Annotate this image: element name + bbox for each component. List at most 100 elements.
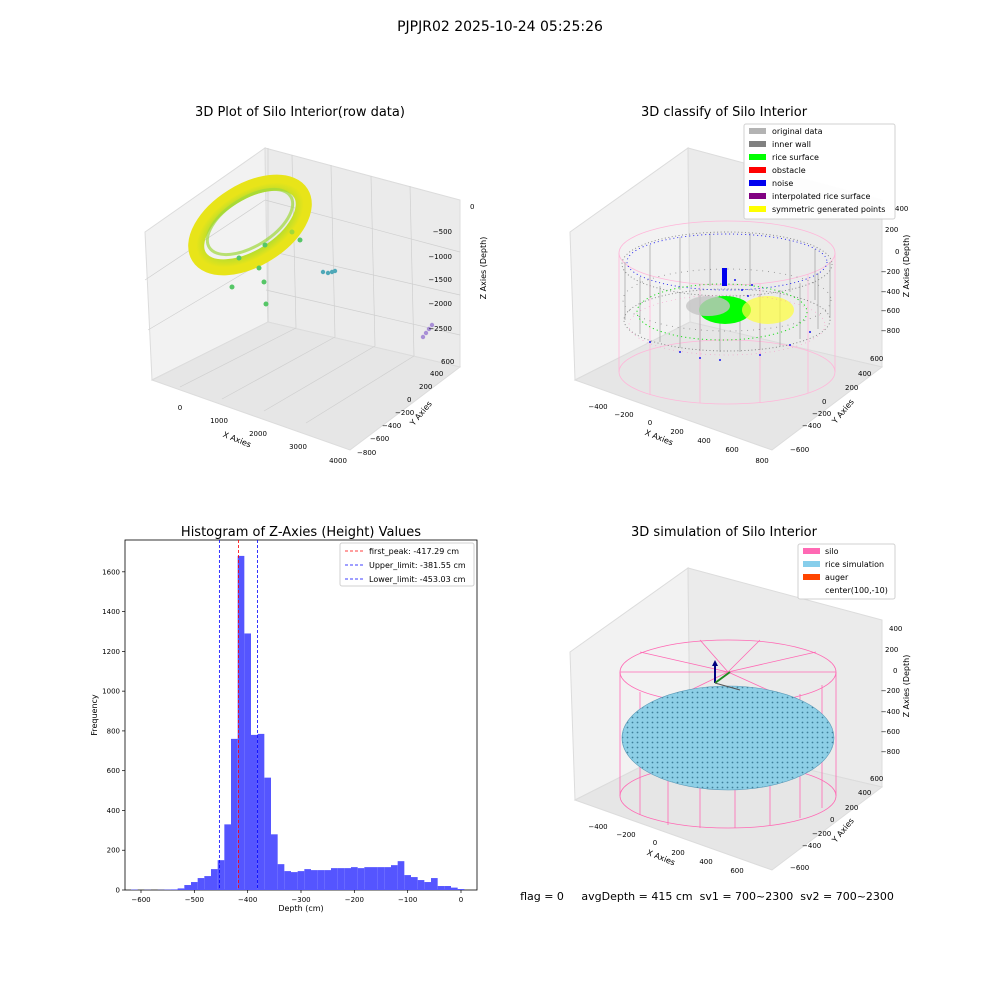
- y-tick-label: 1000: [102, 688, 120, 696]
- x-tick-label: −300: [291, 896, 310, 904]
- rice-simulation-surface: [621, 685, 835, 791]
- legend-label: auger: [825, 573, 849, 582]
- z-tick: −1000: [428, 253, 452, 261]
- histogram-bar: [351, 867, 358, 890]
- z-tick: 200: [885, 646, 898, 654]
- legend-label: Upper_limit: -381.55 cm: [369, 561, 466, 570]
- legend-label: noise: [772, 179, 793, 188]
- legend-label: rice surface: [772, 153, 819, 162]
- x-tick: 800: [755, 457, 768, 465]
- histogram-bar: [417, 880, 425, 890]
- histogram-bar: [357, 868, 365, 890]
- legend-label: interpolated rice surface: [772, 192, 870, 201]
- legend-label: first_peak: -417.29 cm: [369, 547, 459, 556]
- histogram-bar: [291, 872, 298, 890]
- histogram-bar: [171, 889, 178, 890]
- panel-title: Histogram of Z-Axies (Height) Values: [181, 525, 421, 540]
- z-axis-label: Z Axies (Depth): [902, 655, 911, 718]
- x-tick: 400: [699, 858, 712, 866]
- y-tick-label: 0: [116, 887, 120, 895]
- z-tick: −1500: [428, 276, 452, 284]
- rice-surface-points: [636, 283, 808, 341]
- legend-histogram: first_peak: -417.29 cm Upper_limit: -381…: [339, 542, 475, 587]
- raw-outlier-points: [229, 229, 303, 307]
- histogram-bar: [437, 886, 445, 890]
- legend-swatch: [749, 141, 766, 147]
- z-axis-label: Z Axies (Depth): [902, 235, 911, 298]
- z-tick: 400: [889, 625, 902, 633]
- panel-title: 3D Plot of Silo Interior(row data): [195, 105, 405, 120]
- histogram-bar: [304, 869, 311, 890]
- histogram-bar: [217, 860, 225, 890]
- panel-title: 3D classify of Silo Interior: [641, 105, 808, 120]
- symmetric-generated-points: [742, 296, 794, 324]
- panel-simulation-3d: 3D simulation of Silo Interior: [569, 525, 911, 875]
- histogram-bar: [224, 824, 231, 890]
- inner-wall-points: [621, 231, 833, 352]
- pane-floor: [573, 321, 884, 451]
- legend-classify: original data inner wall rice surface ob…: [743, 123, 896, 220]
- legend-swatch: [749, 154, 766, 160]
- z-tick: −400: [881, 288, 900, 296]
- plot-frame: [124, 539, 478, 891]
- histogram-bar: [264, 777, 271, 890]
- z-tick: 0: [470, 203, 474, 211]
- histogram-bar: [177, 888, 185, 890]
- z-tick: 200: [885, 226, 898, 234]
- legend-swatch: [749, 206, 766, 212]
- legend-label: inner wall: [772, 140, 811, 149]
- x-tick-label: −100: [398, 896, 417, 904]
- z-tick: −200: [881, 268, 900, 276]
- x-tick: −200: [614, 411, 633, 419]
- y-tick-label: 1400: [102, 608, 120, 616]
- histogram-bar: [411, 877, 418, 890]
- z-axis-label: Z Axies (Depth): [479, 237, 488, 300]
- x-tick: 2000: [249, 430, 267, 438]
- histogram-bar: [191, 882, 198, 890]
- original-data-core: [686, 296, 730, 316]
- status-line: flag = 0 avgDepth = 415 cm sv1 = 700~230…: [520, 890, 894, 903]
- histogram-bar: [211, 869, 218, 890]
- y-tick-label: 1600: [102, 568, 120, 576]
- x-tick-label: −200: [345, 896, 364, 904]
- histogram-bar: [397, 861, 405, 890]
- histogram-bar: [331, 868, 338, 890]
- legend-swatch: [803, 574, 820, 580]
- y-tick-label: 200: [107, 847, 120, 855]
- legend-label: silo: [825, 547, 839, 556]
- y-tick: −400: [802, 422, 821, 430]
- histogram-bar: [277, 864, 285, 890]
- y-tick-label: 1200: [102, 648, 120, 656]
- histogram-bar: [377, 867, 385, 890]
- histogram-bars: [131, 555, 465, 890]
- raw-points-ring-inner: [205, 187, 295, 257]
- raw-points-ring: [188, 174, 312, 276]
- y-tick: 600: [870, 355, 883, 363]
- x-axis-label: Depth (cm): [278, 904, 323, 913]
- z-tick: −200: [881, 687, 900, 695]
- y-tick: −800: [357, 449, 376, 457]
- raw-outlier-points-teal: [320, 268, 338, 276]
- obstacle-marker: [722, 268, 727, 286]
- x-tick: 600: [725, 446, 738, 454]
- histogram-bar: [284, 871, 291, 890]
- panel-histogram: Histogram of Z-Axies (Height) Values −60…: [90, 525, 478, 913]
- histogram-bar: [337, 868, 345, 890]
- x-tick: 200: [670, 428, 683, 436]
- x-tick: 4000: [329, 457, 347, 465]
- histogram-bar: [384, 867, 391, 890]
- z-tick: −2500: [428, 325, 452, 333]
- y-tick: 600: [870, 775, 883, 783]
- x-tick: 0: [653, 839, 657, 847]
- legend-swatch: [749, 167, 766, 173]
- x-tick: −400: [588, 823, 607, 831]
- y-tick: 400: [430, 370, 443, 378]
- y-tick: 0: [830, 816, 834, 824]
- y-tick: 400: [858, 370, 871, 378]
- legend-swatch: [803, 548, 820, 554]
- y-tick: −600: [790, 864, 809, 872]
- z-tick: −500: [433, 228, 452, 236]
- auger-axes: [712, 660, 741, 691]
- y-tick: 200: [419, 383, 432, 391]
- x-tick: 200: [671, 849, 684, 857]
